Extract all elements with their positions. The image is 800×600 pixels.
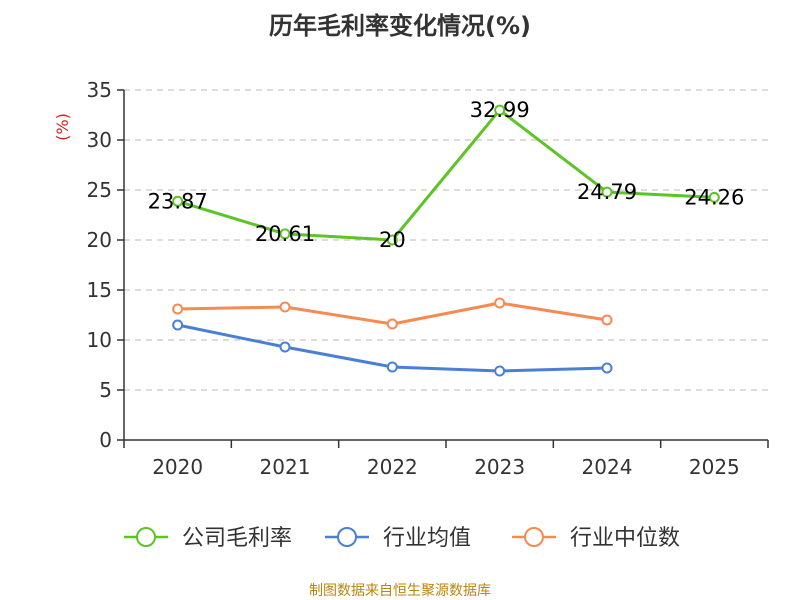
x-tick-label: 2023 (474, 455, 525, 479)
grid-lines (124, 89, 768, 391)
legend-label: 行业中位数 (570, 526, 680, 551)
data-label: 20 (379, 228, 406, 252)
x-tick-label: 2020 (152, 455, 203, 479)
data-point (494, 297, 506, 309)
data-point (172, 195, 184, 207)
legend-label: 行业均值 (383, 526, 471, 551)
y-tick-label: 25 (87, 178, 112, 202)
data-point (279, 341, 291, 353)
data-point (386, 318, 398, 330)
x-tick-label: 2021 (260, 455, 311, 479)
data-label: 23.87 (148, 189, 208, 213)
x-tick-label: 2025 (689, 455, 740, 479)
data-label: 24.79 (577, 180, 637, 204)
y-tick-label: 0 (99, 428, 112, 452)
y-tick-label: 30 (87, 128, 112, 152)
data-point (494, 104, 506, 116)
x-tick-label: 2022 (367, 455, 418, 479)
legend: 公司毛利率 行业均值 行业中位数 (124, 526, 680, 551)
series-layer (172, 104, 720, 377)
data-label: 32.99 (470, 98, 530, 122)
y-tick-label: 10 (87, 328, 112, 352)
legend-marker (524, 527, 544, 547)
y-tick-label: 35 (87, 78, 112, 102)
legend-label: 公司毛利率 (182, 526, 292, 551)
legend-marker (136, 527, 156, 547)
legend-item: 公司毛利率 (124, 526, 292, 551)
data-point (708, 191, 720, 203)
source-note: 制图数据来自恒生聚源数据库 (309, 583, 491, 599)
data-label: 20.61 (255, 222, 315, 246)
data-label: 24.26 (684, 185, 744, 209)
y-tick-label: 15 (87, 278, 112, 302)
data-point (172, 319, 184, 331)
data-point (386, 234, 398, 246)
y-axis-label: (%) (53, 113, 72, 141)
data-point (279, 228, 291, 240)
legend-item: 行业中位数 (512, 526, 680, 551)
y-tick-label: 20 (87, 228, 112, 252)
data-point (279, 301, 291, 313)
legend-marker (337, 527, 357, 547)
series-line (177, 108, 715, 242)
data-point (386, 361, 398, 373)
legend-item: 行业均值 (325, 526, 471, 551)
data-point (601, 186, 613, 198)
y-tick-label: 5 (99, 378, 112, 402)
x-tick-label: 2024 (582, 455, 633, 479)
chart-title: 历年毛利率变化情况(%) (269, 12, 531, 40)
data-point (172, 303, 184, 315)
data-labels: 23.87 20.61 20 32.99 24.79 24.26 (148, 98, 745, 252)
data-point (601, 314, 613, 326)
data-point (494, 365, 506, 377)
data-point (601, 362, 613, 374)
